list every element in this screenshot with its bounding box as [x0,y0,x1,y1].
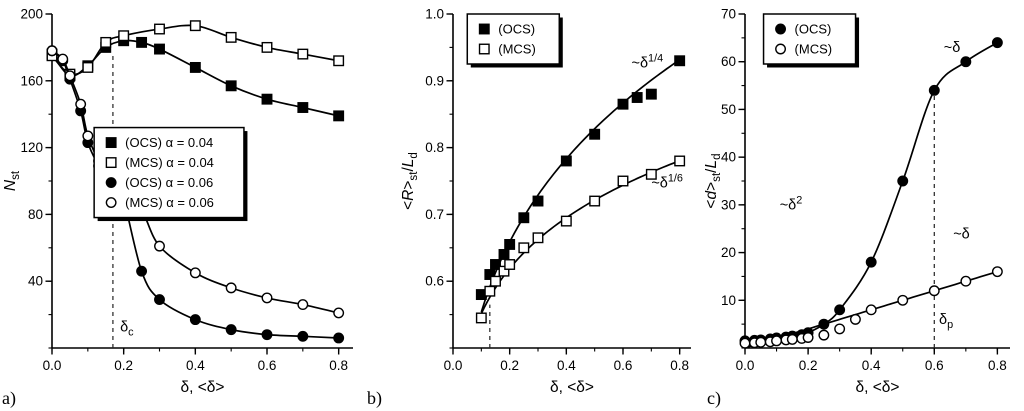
annotation: ~δ [953,226,970,242]
svg-text:~δ2: ~δ2 [780,195,803,214]
legend: (OCS) (MCS) [762,13,860,68]
annotation: ~δ1/4 [632,52,664,71]
series-1 [475,155,686,324]
svg-text:0.8: 0.8 [670,358,689,373]
svg-text:<R>st/Ld: <R>st/Ld [400,152,420,210]
svg-text:0.6: 0.6 [925,358,944,373]
svg-text:40: 40 [721,150,736,165]
svg-text:Nst: Nst [2,170,22,191]
annotation: ~δ2 [780,195,803,214]
svg-text:0.8: 0.8 [425,140,444,155]
svg-text:0.2: 0.2 [500,358,519,373]
svg-text:(OCS) α = 0.06: (OCS) α = 0.06 [125,175,213,190]
series-1 [46,20,345,80]
axes: 0.0 0.2 0.4 0.6 0.8 0.6 0.7 0.8 0.9 1.0 δ, <δ> <R>s… [400,7,691,396]
svg-text:(MCS): (MCS) [498,42,536,57]
svg-text:10: 10 [721,293,736,308]
svg-text:(OCS): (OCS) [795,22,832,37]
svg-text:(MCS) α = 0.04: (MCS) α = 0.04 [125,155,214,170]
svg-text:0.7: 0.7 [425,207,444,222]
svg-text:80: 80 [28,207,43,222]
svg-text:50: 50 [721,102,736,117]
axes: 0.0 0.2 0.4 0.6 0.8 10 20 30 40 50 60 70 δ, <δ> <d>st… [705,7,1010,396]
svg-text:δ, <δ>: δ, <δ> [550,379,594,396]
svg-text:0.0: 0.0 [444,358,463,373]
panel-c: 0.0 0.2 0.4 0.6 0.8 10 20 30 40 50 60 70 δ, <δ> <d>st… [705,0,1024,411]
svg-text:(MCS): (MCS) [795,42,833,57]
svg-text:δp: δp [939,312,953,331]
svg-text:<d>st/Ld: <d>st/Ld [705,153,723,208]
svg-text:0.4: 0.4 [186,358,205,373]
legend: (OCS) α = 0.04 (MCS) α = 0.04 (OCS) α = 0.… [93,126,248,222]
svg-text:0.8: 0.8 [988,358,1007,373]
svg-text:1.0: 1.0 [425,7,444,22]
svg-text:160: 160 [20,73,43,88]
svg-text:~δ1/4: ~δ1/4 [632,52,664,71]
svg-text:δ, <δ>: δ, <δ> [856,379,900,396]
annotation: ~δ [944,40,961,56]
svg-text:0.6: 0.6 [258,358,277,373]
svg-text:0.0: 0.0 [43,358,62,373]
svg-text:δc: δc [120,319,134,338]
svg-text:δ, <δ>: δ, <δ> [181,379,225,396]
panel-label-c: c) [707,388,721,408]
legend: (OCS) (MCS) [466,13,563,68]
svg-text:0.8: 0.8 [329,358,348,373]
svg-text:0.2: 0.2 [114,358,133,373]
svg-text:~δ: ~δ [953,226,970,242]
svg-text:0.9: 0.9 [425,73,444,88]
svg-text:~δ: ~δ [944,40,961,56]
panel-label-b: b) [367,388,382,408]
svg-text:(OCS) α = 0.04: (OCS) α = 0.04 [125,135,213,150]
svg-text:60: 60 [721,54,736,69]
chart-c: 0.0 0.2 0.4 0.6 0.8 10 20 30 40 50 60 70 δ, <δ> <d>st… [705,7,1010,396]
svg-text:~δ1/6: ~δ1/6 [651,173,683,192]
svg-text:20: 20 [721,245,736,260]
svg-text:120: 120 [20,140,43,155]
svg-text:0.4: 0.4 [557,358,576,373]
chart-b: 0.0 0.2 0.4 0.6 0.8 0.6 0.7 0.8 0.9 1.0 δ, <δ> <R>s… [400,7,691,396]
svg-text:30: 30 [721,197,736,212]
panel-label-a: a) [2,388,16,408]
chart-a: 0.0 0.2 0.4 0.6 0.8 40 80 120 160 200 δ, <δ> Nst δc (… [2,7,353,396]
svg-text:0.6: 0.6 [614,358,633,373]
svg-text:70: 70 [721,7,736,22]
svg-text:(OCS): (OCS) [498,22,535,37]
svg-text:40: 40 [28,274,43,289]
svg-text:(MCS) α = 0.06: (MCS) α = 0.06 [125,195,214,210]
svg-text:0.0: 0.0 [736,358,755,373]
panel-a: 0.0 0.2 0.4 0.6 0.8 40 80 120 160 200 δ, <δ> Nst δc (… [0,0,365,411]
threshold-line: δp [933,85,953,348]
svg-text:0.4: 0.4 [862,358,881,373]
svg-text:0.2: 0.2 [799,358,818,373]
svg-text:200: 200 [20,7,43,22]
svg-text:0.6: 0.6 [425,274,444,289]
series-0 [739,37,1003,347]
panel-b: 0.0 0.2 0.4 0.6 0.8 0.6 0.7 0.8 0.9 1.0 δ, <δ> <R>s… [365,0,705,411]
axes: 0.0 0.2 0.4 0.6 0.8 40 80 120 160 200 δ, <δ> Nst [2,7,353,396]
annotation: ~δ1/6 [651,173,683,192]
series-1 [739,266,1003,349]
